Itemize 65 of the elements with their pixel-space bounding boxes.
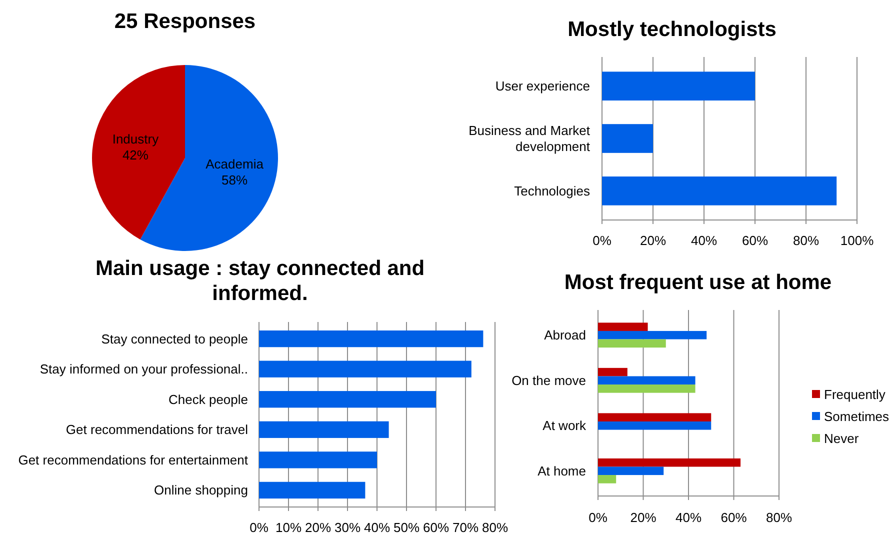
x-tick-label: 40% [364,520,390,535]
y-tick-label: Stay connected to people [101,331,248,346]
bar [598,466,664,476]
x-tick-label: 20% [304,520,332,535]
bar [598,330,707,340]
x-tick-label: 0% [592,233,612,248]
y-tick-label: Stay informed on your professional.. [40,362,248,377]
pie-slice [92,65,185,240]
x-tick-label: 10% [275,520,302,535]
x-tick-label: 80% [766,510,792,525]
bar [602,124,653,153]
x-tick-label: 60% [422,520,450,535]
x-tick-label: 0% [588,510,608,525]
y-tick-label: Check people [168,392,248,407]
bar [598,339,666,348]
x-tick-label: 40% [690,233,718,248]
legend-label: Never [824,431,860,446]
x-tick-label: 100% [840,233,874,248]
bar [259,391,436,408]
y-tick-label: Get recommendations for travel [66,422,248,438]
x-tick-label: 60% [742,233,768,248]
y-tick-label: Get recommendations for entertainment [18,452,248,468]
y-tick-label: Online shopping [154,482,248,498]
bar [259,330,484,348]
x-tick-label: 80% [482,520,508,535]
y-tick-label: Business and Market development [468,123,590,154]
bar [259,452,377,468]
bar [598,376,696,385]
x-tick-label: 50% [393,520,420,535]
chart-title: Most frequent use at home [564,271,832,294]
bar [598,421,712,430]
slice-label: Academia [206,156,264,172]
y-tick-label: Technologies [514,183,590,198]
y-tick-label: On the move [512,372,586,388]
bar [598,384,696,393]
bar [259,360,472,378]
x-tick-label: 80% [792,233,820,248]
x-tick-label: 20% [630,510,657,525]
bar [602,72,755,100]
slice-label: Industry [112,131,160,146]
x-tick-label: 20% [640,233,666,248]
data-label: 58% [222,172,248,188]
chart-title: Main usage : stay connected and informed. [95,257,425,305]
chart-title: 25 Responses [114,10,256,33]
bar [598,413,712,422]
bar [602,176,837,206]
y-tick-label: User experience [495,78,590,94]
bar [259,482,366,499]
x-tick-label: 30% [334,520,361,535]
bar [598,458,741,467]
x-tick-label: 40% [675,510,702,525]
bar [598,475,616,484]
bar [598,322,648,331]
x-tick-label: 60% [720,510,748,525]
y-tick-label: At work [542,418,586,434]
chart-title: Mostly technologists [568,18,776,41]
legend-label: Sometimes [824,409,890,424]
y-tick-label: Abroad [544,328,586,343]
bar [598,368,628,376]
y-tick-label: At home [538,463,586,478]
x-tick-label: 70% [452,520,479,535]
data-label: 42% [122,147,149,162]
x-tick-label: 0% [250,520,269,535]
legend-label: Frequently [824,387,886,402]
bar [259,421,389,438]
